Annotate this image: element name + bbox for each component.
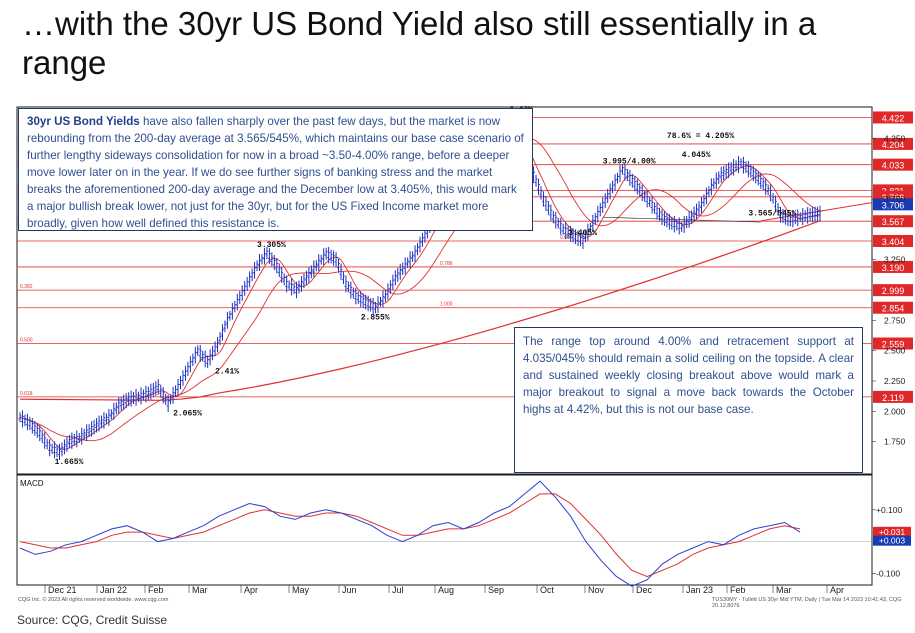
annotation-label: 1.665%: [55, 458, 84, 467]
annotation-label: 4.045%: [682, 151, 711, 160]
200-day-average: [19, 220, 821, 401]
x-tick-label: Dec 21: [48, 585, 77, 595]
y-tick-label: 2.500: [884, 346, 906, 356]
fib-label: 0.500: [20, 338, 33, 344]
level-tag: [873, 301, 913, 314]
current-value-tag: [873, 198, 913, 211]
x-tick-label: Apr: [830, 585, 844, 595]
level-label: 3.768: [882, 193, 905, 203]
level-tag: [873, 260, 913, 273]
fib-label: 0.618: [20, 391, 33, 397]
level-label: 4.033: [882, 161, 905, 171]
level-label: 3.190: [882, 263, 905, 273]
chart-annotations: 4.42%78.6% = 4.205%3.995/4.00%4.045%3.40…: [55, 106, 797, 467]
range-line: [602, 216, 761, 223]
level-label: 4.204: [882, 140, 905, 150]
level-label: 3.404: [882, 237, 905, 247]
footer-copyright: CQG Inc. © 2023 All rights reserved worl…: [18, 597, 169, 603]
medium-moving-average: [19, 137, 821, 442]
x-tick-label: Mar: [776, 585, 792, 595]
x-tick-label: Jan 23: [686, 585, 713, 595]
level-tag: [873, 158, 913, 171]
x-tick-label: Jun: [342, 585, 357, 595]
macd-value-label: +0.003: [879, 536, 906, 546]
level-tag: [873, 215, 913, 228]
x-tick-label: May: [292, 585, 310, 595]
y-tick-label: 2.000: [884, 406, 906, 416]
callout-top-text: have also fallen sharply over the past f…: [27, 115, 524, 230]
y-tick-label: 4.250: [884, 133, 906, 143]
footer-instrument: TUS30MY - Tullett US 30yr Mid YTM, Daily…: [712, 597, 902, 609]
annotation-label: 3.565/545%: [748, 209, 796, 218]
x-tick-label: Jan 22: [100, 585, 127, 595]
source-note: Source: CQG, Credit Suisse: [17, 613, 168, 627]
commentary-callout-top: 30yr US Bond Yields have also fallen sha…: [18, 108, 533, 231]
level-tag: [873, 137, 913, 150]
fib-label: 0.786: [440, 261, 453, 267]
level-tag: [873, 284, 913, 297]
level-label: 2.119: [882, 393, 904, 403]
x-tick-label: Apr: [244, 585, 258, 595]
x-tick-label: Oct: [540, 585, 555, 595]
level-label: 2.854: [882, 304, 905, 314]
level-label: 4.422: [882, 113, 905, 123]
annotation-label: 3.995/4.00%: [603, 157, 656, 166]
macd-signal-line: [19, 493, 801, 578]
y-tick-label: 1.750: [884, 437, 906, 447]
annotation-label: 3.305%: [257, 241, 286, 250]
commentary-callout-bottom: The range top around 4.00% and retraceme…: [514, 327, 863, 473]
callout-bottom-text: The range top around 4.00% and retraceme…: [523, 335, 854, 416]
annotation-label: 2.065%: [173, 409, 202, 418]
level-label: 3.567: [882, 217, 905, 227]
current-value-label: 3.706: [882, 200, 905, 210]
fib-label: 0.000: [560, 235, 573, 241]
level-label: 2.999: [882, 286, 905, 296]
x-tick-label: Sep: [488, 585, 504, 595]
annotation-label: 2.41%: [215, 368, 239, 377]
y-tick-label: 3.250: [884, 255, 906, 265]
macd-indicator: MACD +0.100 -0.100 +0.031+0.003: [17, 479, 911, 587]
macd-line: [19, 480, 801, 587]
x-tick-label: Nov: [588, 585, 605, 595]
y-tick-label: 2.750: [884, 315, 906, 325]
macd-value-tag: [873, 526, 911, 537]
macd-y-tick-label: -0.100: [876, 568, 900, 578]
x-tick-label: Dec: [636, 585, 653, 595]
macd-value-tag: [873, 535, 911, 546]
x-tick-label: Mar: [192, 585, 208, 595]
fib-label: 1.000: [440, 302, 453, 308]
macd-label: MACD: [20, 479, 44, 488]
y-axis: 1.750 2.000 2.250 2.500 2.750 3.250 3.750 4.250: [872, 133, 906, 447]
annotation-label: 78.6% = 4.205%: [667, 132, 734, 141]
level-tag: [873, 390, 913, 403]
x-axis: Dec 21 Jan 22 Feb Mar Apr May Jun Jul Aug Sep Oct N…: [44, 585, 844, 595]
page-title: …with the 30yr US Bond Yield also still …: [22, 5, 817, 81]
x-tick-label: Feb: [730, 585, 746, 595]
level-tag: [873, 111, 913, 124]
x-tick-label: Aug: [438, 585, 454, 595]
annotation-label: 2.855%: [361, 314, 390, 323]
x-tick-label: Jul: [392, 585, 404, 595]
level-label: 2.559: [882, 340, 905, 350]
fib-label: 0.382: [20, 284, 33, 290]
macd-value-label: +0.031: [879, 527, 906, 537]
x-tick-label: Feb: [148, 585, 164, 595]
annotation-label: 3.405%: [568, 229, 597, 238]
callout-top-bold: 30yr US Bond Yields: [27, 115, 140, 128]
y-tick-label: 3.750: [884, 194, 906, 204]
macd-y-tick-label: +0.100: [876, 505, 903, 515]
level-tag: [873, 337, 913, 350]
level-tag: [873, 234, 913, 247]
y-tick-label: 2.250: [884, 376, 906, 386]
